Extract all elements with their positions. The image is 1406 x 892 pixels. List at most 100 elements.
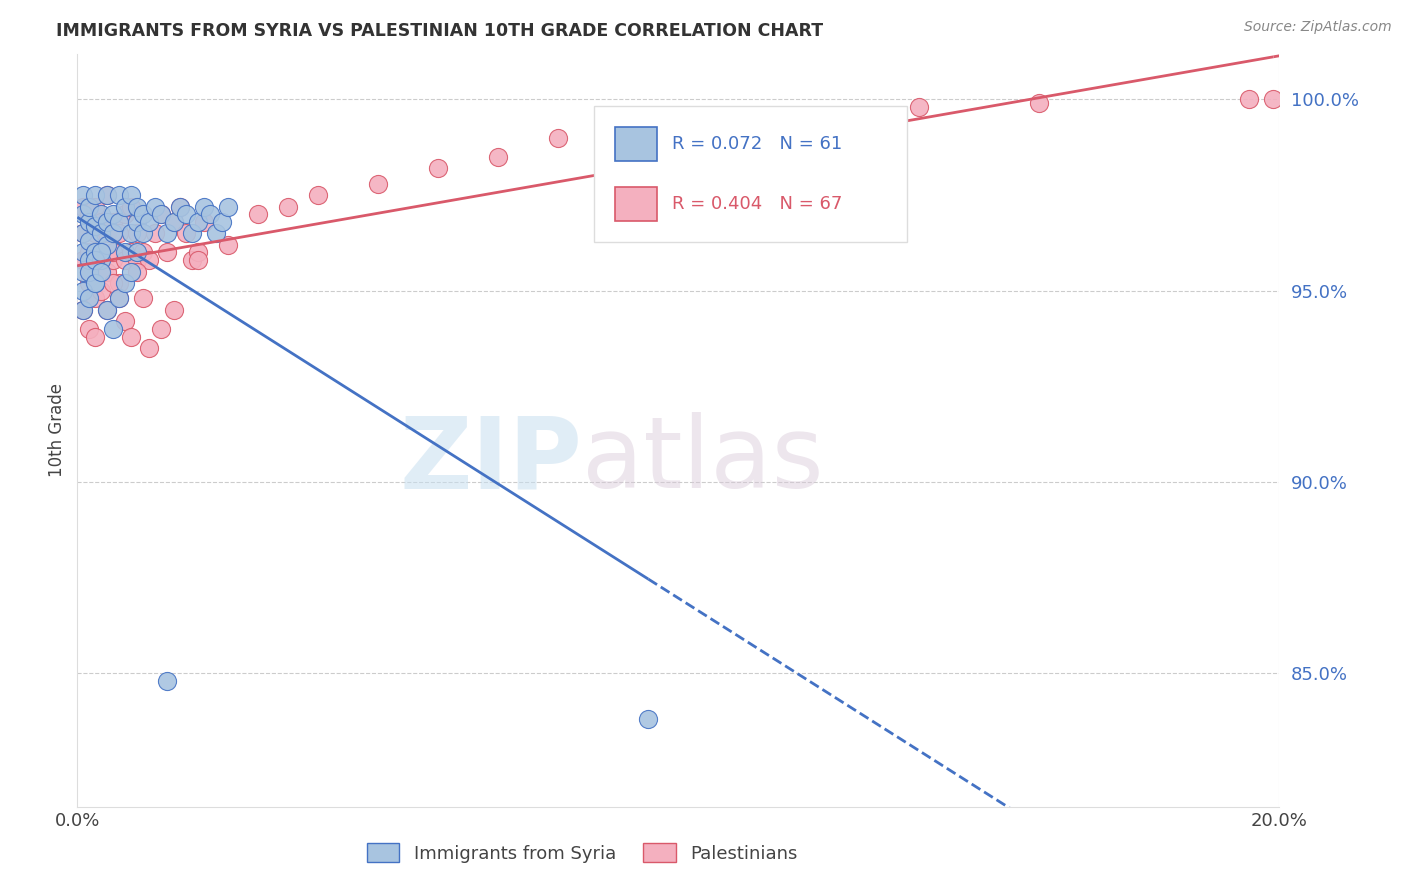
Point [120,264,142,278]
Point [114,245,136,260]
Point [174,227,197,241]
Point [162,302,184,317]
Point [72,200,94,214]
Point [114,200,136,214]
Point [150,207,173,221]
Point [84,292,107,306]
Point [246,207,269,221]
Point [120,227,142,241]
Point [427,161,450,176]
Point [103,245,125,260]
Point [127,200,149,214]
Point [120,200,142,214]
Point [79,264,101,278]
Point [84,227,107,241]
Point [174,207,197,221]
Point [84,276,107,290]
Point [96,227,118,241]
Point [90,227,112,241]
Text: ZIP: ZIP [399,412,582,509]
Point [90,253,112,268]
Point [668,123,690,137]
Point [84,253,107,268]
Point [150,207,173,221]
Point [156,673,179,688]
Point [90,215,112,229]
Point [156,227,179,241]
Point [132,292,155,306]
Point [162,215,184,229]
Point [127,227,149,241]
FancyBboxPatch shape [595,106,907,242]
Point [114,253,136,268]
Point [103,207,125,221]
FancyBboxPatch shape [614,127,657,161]
Point [84,200,107,214]
Point [108,292,131,306]
Point [162,215,184,229]
Point [217,237,239,252]
Point [72,207,94,221]
Point [127,264,149,278]
Point [84,245,107,260]
Point [127,245,149,260]
Text: R = 0.072   N = 61: R = 0.072 N = 61 [672,135,842,153]
Point [72,188,94,202]
Point [103,253,125,268]
Point [96,188,118,202]
Point [187,245,209,260]
Point [120,245,142,260]
Point [138,253,160,268]
Point [217,200,239,214]
Point [211,215,233,229]
Point [79,207,101,221]
Point [307,188,329,202]
Point [908,100,931,114]
Point [90,245,112,260]
Point [277,200,299,214]
Point [90,207,112,221]
Point [79,253,101,268]
Point [187,215,209,229]
Point [84,219,107,233]
Point [84,276,107,290]
Point [72,253,94,268]
Point [127,215,149,229]
Point [547,130,569,145]
Point [193,200,215,214]
Point [72,227,94,241]
Point [103,276,125,290]
Point [84,329,107,343]
Point [132,227,155,241]
Point [90,264,112,278]
Point [132,245,155,260]
Point [138,215,160,229]
Legend: Immigrants from Syria, Palestinians: Immigrants from Syria, Palestinians [360,836,804,870]
Point [84,253,107,268]
Point [156,245,179,260]
Y-axis label: 10th Grade: 10th Grade [48,384,66,477]
Point [72,227,94,241]
Point [96,188,118,202]
Point [127,253,149,268]
Point [145,200,167,214]
Point [204,227,226,241]
Point [187,253,209,268]
Point [79,276,101,290]
Point [1028,96,1050,111]
Point [180,227,202,241]
Point [114,314,136,328]
Point [79,245,101,260]
Point [198,207,221,221]
Point [103,322,125,336]
Point [108,276,131,290]
Point [79,200,101,214]
Point [108,227,131,241]
Point [90,245,112,260]
Point [96,215,118,229]
Point [72,302,94,317]
Point [1263,92,1285,106]
Point [108,188,131,202]
Point [79,292,101,306]
Point [138,341,160,355]
